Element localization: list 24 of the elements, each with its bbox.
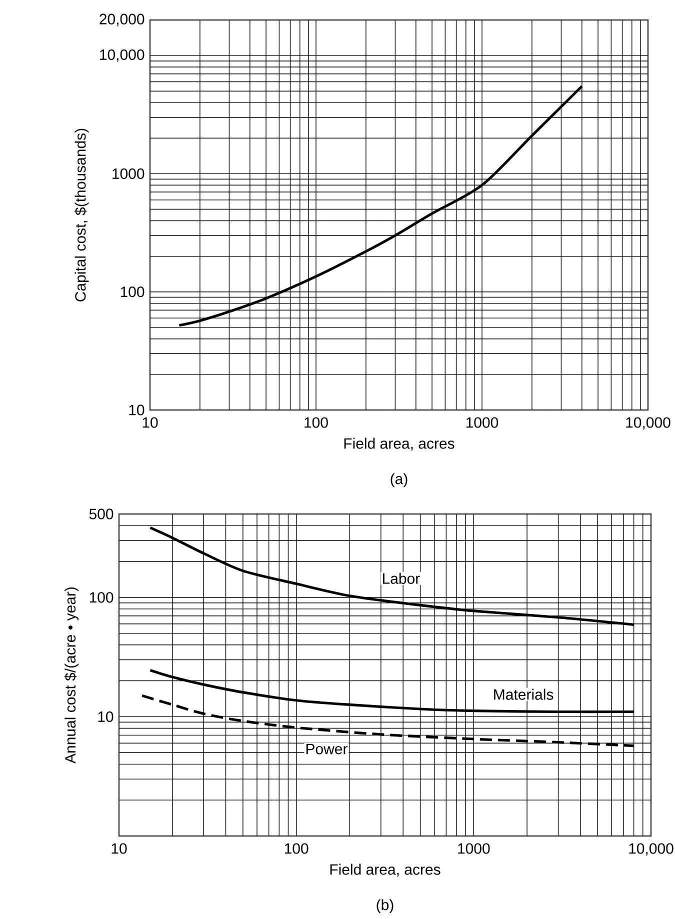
series-label: Power xyxy=(306,744,348,754)
x-axis-title: Field area, acres xyxy=(344,438,454,451)
x-axis-title: Field area, acres xyxy=(330,864,440,877)
x-tick-label: 10,000 xyxy=(629,843,674,856)
y-tick-label: 500 xyxy=(89,508,114,520)
x-tick-label: 1000 xyxy=(458,843,490,854)
series-label: Labor xyxy=(382,572,420,584)
y-tick-label: 10 xyxy=(98,711,114,722)
x-tick-label: 10 xyxy=(142,417,158,428)
y-tick-label: 20,000 xyxy=(100,14,144,26)
y-tick-label: 100 xyxy=(120,286,144,298)
x-tick-label: 1000 xyxy=(466,417,498,428)
x-tick-label: 10,000 xyxy=(626,417,670,430)
x-tick-label: 100 xyxy=(304,417,328,428)
text: (b) xyxy=(376,899,394,914)
y-tick-label: 10 xyxy=(129,404,144,416)
text: (a) xyxy=(390,473,408,488)
y-tick-label: 100 xyxy=(90,592,114,603)
y-axis-title: Annual cost $/(acre • year) xyxy=(64,587,79,764)
x-tick-label: 100 xyxy=(284,843,308,854)
y-tick-label: 10,000 xyxy=(100,49,144,62)
y-tick-label: 1000 xyxy=(112,168,144,180)
y-axis-title: Capital cost, $(thousands) xyxy=(74,128,89,302)
series-label: Materials xyxy=(494,688,554,700)
